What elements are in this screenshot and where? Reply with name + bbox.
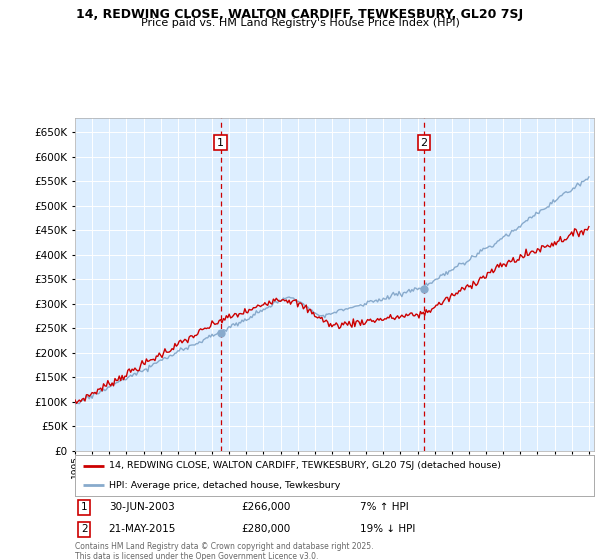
Text: 2: 2 bbox=[81, 524, 88, 534]
Text: 2: 2 bbox=[421, 138, 427, 148]
Text: Price paid vs. HM Land Registry's House Price Index (HPI): Price paid vs. HM Land Registry's House … bbox=[140, 18, 460, 29]
Text: £266,000: £266,000 bbox=[241, 502, 290, 512]
Text: £280,000: £280,000 bbox=[241, 524, 290, 534]
Text: 1: 1 bbox=[81, 502, 88, 512]
Text: 7% ↑ HPI: 7% ↑ HPI bbox=[361, 502, 409, 512]
Text: HPI: Average price, detached house, Tewkesbury: HPI: Average price, detached house, Tewk… bbox=[109, 480, 340, 489]
Text: 14, REDWING CLOSE, WALTON CARDIFF, TEWKESBURY, GL20 7SJ (detached house): 14, REDWING CLOSE, WALTON CARDIFF, TEWKE… bbox=[109, 461, 501, 470]
Text: 21-MAY-2015: 21-MAY-2015 bbox=[109, 524, 176, 534]
Text: 1: 1 bbox=[217, 138, 224, 148]
Text: 14, REDWING CLOSE, WALTON CARDIFF, TEWKESBURY, GL20 7SJ: 14, REDWING CLOSE, WALTON CARDIFF, TEWKE… bbox=[76, 8, 524, 21]
Text: 19% ↓ HPI: 19% ↓ HPI bbox=[361, 524, 416, 534]
Text: 30-JUN-2003: 30-JUN-2003 bbox=[109, 502, 175, 512]
Text: Contains HM Land Registry data © Crown copyright and database right 2025.
This d: Contains HM Land Registry data © Crown c… bbox=[75, 542, 373, 560]
